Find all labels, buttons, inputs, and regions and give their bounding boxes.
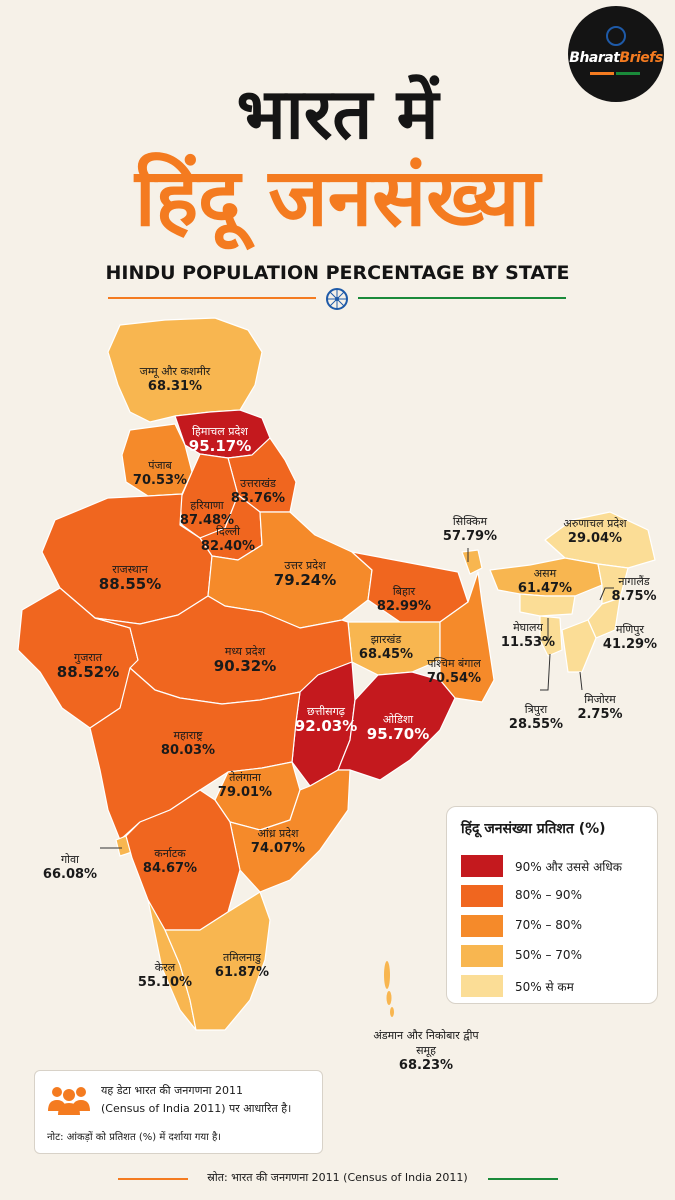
state-label-ml: मेघालय 11.53% [500, 621, 556, 650]
state-label-pb: पंजाब 70.53% [132, 459, 188, 488]
state-label-gj: गुजरात 88.52% [56, 651, 120, 681]
state-label-sk: सिक्किम 57.79% [442, 515, 498, 544]
state-shape-ml [519, 593, 576, 617]
legend-title: हिंदू जनसंख्या प्रतिशत (%) [461, 821, 606, 837]
state-label-jh: झारखंड 68.45% [358, 633, 414, 662]
note-line-3: नोट: आंकड़ों को प्रतिशत (%) में दर्शाया … [47, 1132, 222, 1143]
people-icon [48, 1087, 90, 1115]
state-label-tr: त्रिपुरा 28.55% [508, 703, 564, 732]
state-label-mz: मिजोरम 2.75% [577, 693, 623, 722]
divider-left [108, 297, 316, 299]
source-text: स्रोत: भारत की जनगणना 2011 (Census of In… [207, 1171, 468, 1184]
state-label-nl: नागालैंड 8.75% [611, 575, 657, 604]
state-label-rj: राजस्थान 88.55% [98, 563, 162, 593]
brand-name: BharatBriefs [569, 50, 663, 66]
title-line-1: भारत में [236, 73, 439, 155]
legend-label: 50% – 70% [515, 948, 582, 962]
note-line-1: यह डेटा भारत की जनगणना 2011 [101, 1084, 243, 1097]
state-label-tg: तेलंगाना 79.01% [217, 771, 273, 800]
legend-label: 80% – 90% [515, 888, 582, 902]
brand-logo: BharatBriefs [568, 6, 664, 102]
state-label-hp: हिमाचल प्रदेश 95.17% [188, 425, 252, 455]
note-box: यह डेटा भारत की जनगणना 2011 (Census of I… [34, 1070, 323, 1154]
leader-line-nagaland [599, 587, 614, 601]
state-shape-mz [561, 619, 597, 673]
title-line-2: हिंदू जनसंख्या [134, 151, 541, 244]
state-label-mn: मणिपुर 41.29% [602, 623, 658, 652]
state-label-dl: दिल्ली 82.40% [200, 525, 256, 554]
state-label-up: उत्तर प्रदेश 79.24% [273, 559, 337, 589]
legend-label: 50% से कम [515, 980, 574, 994]
legend-swatch [461, 885, 503, 907]
state-shape-an [384, 961, 394, 1017]
state-label-as: असम 61.47% [517, 567, 573, 596]
legend-swatch [461, 945, 503, 967]
leader-line-tripura [540, 653, 551, 691]
legend-swatch [461, 855, 503, 877]
state-shape-wb [439, 571, 495, 703]
legend-label: 90% और उससे अधिक [515, 860, 622, 874]
chakra-icon [606, 26, 626, 46]
state-label-wb: पश्चिम बंगाल 70.54% [426, 657, 482, 686]
state-label-an: अंडमान और निकोबार द्वीप समूह 68.23% [373, 1029, 479, 1073]
state-label-br: बिहार 82.99% [376, 585, 432, 614]
state-shape-sk [461, 549, 483, 575]
ashoka-chakra-icon [326, 288, 348, 310]
state-label-ap: आंध्र प्रदेश 74.07% [250, 827, 306, 856]
leader-line-meghalaya [540, 618, 549, 641]
state-shape-od [337, 671, 456, 781]
leader-line-mizoram [579, 671, 583, 691]
state-label-cg: छत्तीसगढ़ 92.03% [294, 705, 358, 735]
india-map [17, 317, 656, 1031]
note-line-2: (Census of India 2011) पर आधारित है। [101, 1102, 292, 1115]
legend-label: 70% – 80% [515, 918, 582, 932]
state-label-uk: उत्तराखंड 83.76% [230, 477, 286, 506]
state-shape-tn [164, 891, 271, 1031]
state-shape-as [489, 557, 603, 597]
state-label-ar: अरुणाचल प्रदेश 29.04% [563, 517, 627, 546]
legend-swatch [461, 915, 503, 937]
source-divider-right [488, 1178, 558, 1180]
source-divider-left [118, 1178, 188, 1180]
subtitle: HINDU POPULATION PERCENTAGE BY STATE [105, 262, 570, 284]
state-label-ka: कर्नाटक 84.67% [142, 847, 198, 876]
state-label-jk: जम्मू और कशमीर 68.31% [139, 365, 211, 394]
state-label-tn: तमिलनाडु 61.87% [214, 951, 270, 980]
legend: हिंदू जनसंख्या प्रतिशत (%) 90% और उससे अ… [446, 806, 658, 1004]
state-shape-tr [539, 615, 563, 657]
state-label-mh: महाराष्ट्र 80.03% [160, 729, 216, 758]
divider-right [358, 297, 566, 299]
state-label-mp: मध्य प्रदेश 90.32% [213, 645, 277, 675]
flag-stripe-green [616, 72, 640, 75]
state-label-hr: हरियाणा 87.48% [179, 499, 235, 528]
flag-stripe-saffron [590, 72, 614, 75]
state-label-kl: केरल 55.10% [137, 961, 193, 990]
state-shape-mn [587, 597, 621, 639]
legend-swatch [461, 975, 503, 997]
state-label-od: ओडिशा 95.70% [366, 713, 430, 743]
state-shape-jh [347, 621, 441, 676]
state-label-ga: गोवा 66.08% [42, 853, 98, 882]
